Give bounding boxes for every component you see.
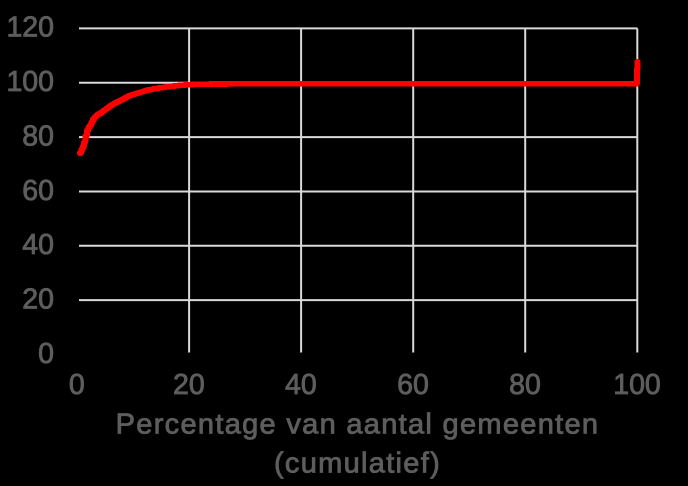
svg-text:40: 40 — [22, 229, 54, 261]
svg-text:Percentage van aantal gemeente: Percentage van aantal gemeenten — [116, 408, 600, 440]
svg-text:40: 40 — [285, 369, 317, 401]
svg-text:20: 20 — [173, 369, 205, 401]
svg-text:(cumulatief): (cumulatief) — [274, 448, 441, 480]
svg-text:80: 80 — [22, 120, 54, 152]
svg-text:120: 120 — [6, 12, 54, 44]
svg-text:100: 100 — [613, 369, 661, 401]
svg-text:20: 20 — [22, 283, 54, 315]
svg-text:0: 0 — [38, 338, 54, 370]
svg-text:60: 60 — [397, 369, 429, 401]
svg-text:60: 60 — [22, 175, 54, 207]
svg-text:80: 80 — [509, 369, 541, 401]
svg-text:0: 0 — [69, 369, 85, 401]
svg-text:100: 100 — [6, 66, 54, 98]
